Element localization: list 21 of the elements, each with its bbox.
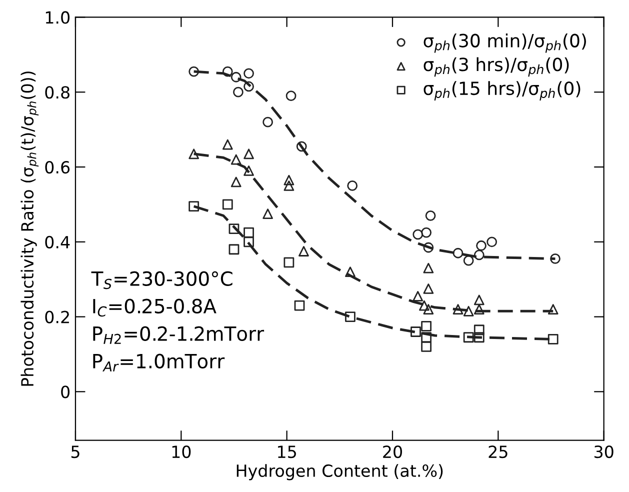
y-axis-title: Photoconductivity Ratio (σ$_{ph}$(t)/σ$_{ph}$(0)) [20, 72, 39, 386]
legend-label: σ$_{ph}$(30 min)/σ$_{ph}$(0) [424, 33, 586, 53]
y-tick-label: 1.0 [46, 11, 70, 24]
annotation: I$_{C}$=0.25-0.8A [93, 298, 216, 317]
y-tick-label: 0.4 [45, 236, 70, 248]
x-tick-label: 30 [594, 445, 614, 458]
x-tick-label: 5 [71, 446, 80, 458]
legend-label: σ$_{ph}$(3 hrs)/σ$_{ph}$(0) [424, 57, 569, 77]
x-tick-label: 15 [278, 446, 296, 458]
x-tick-label: 25 [488, 445, 508, 458]
x-tick-label: 10 [172, 445, 191, 458]
annotation: P$_{Ar}$=1.0mTorr [93, 354, 225, 372]
y-tick-label: 0.2 [45, 310, 69, 324]
y-tick-label: 0.6 [45, 160, 70, 174]
annotation: P$_{H2}$=0.2-1.2mTorr [93, 326, 264, 344]
y-tick-label: 0 [61, 386, 70, 398]
legend-label: σ$_{ph}$(15 hrs)/σ$_{ph}$(0) [424, 81, 580, 100]
x-axis-title: Hydrogen Content (at.%) [236, 464, 443, 480]
annotation: T$_{S}$=230-300°C [91, 271, 232, 290]
x-tick-label: 20 [383, 445, 402, 458]
y-tick-label: 0.8 [45, 86, 70, 99]
